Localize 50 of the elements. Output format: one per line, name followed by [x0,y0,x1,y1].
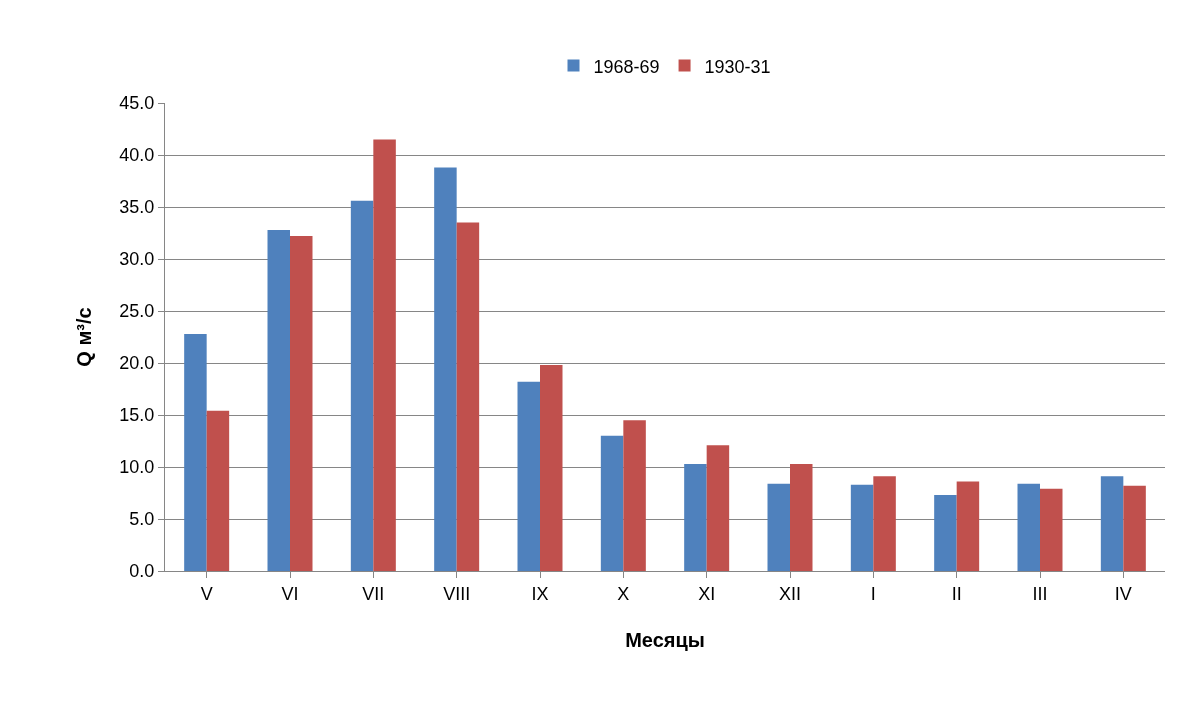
x-tick-label: VIII [443,583,471,604]
legend-label: 1968-69 [593,56,660,77]
x-tick-label: XI [698,583,716,604]
bar [873,476,896,571]
y-tick-label: 10.0 [119,457,155,478]
legend-label: 1930-31 [704,56,771,77]
x-tick-label: X [617,583,630,604]
bar [956,481,980,571]
x-axis-title: Месяцы [625,629,705,652]
bar [206,410,230,571]
bar [434,167,457,571]
bar [684,463,707,571]
x-tick-label: VII [362,583,385,604]
bar [517,381,540,571]
bar [706,445,730,571]
x-tick-label: IX [531,583,549,604]
y-tick-label: 15.0 [119,405,155,426]
y-tick-label: 30.0 [119,249,155,270]
bar [600,435,624,571]
y-tick-label: 20.0 [119,353,155,374]
bar [1100,476,1124,571]
bar [290,236,313,571]
bar [1017,483,1040,571]
x-tick-label: VI [281,583,299,604]
y-axis-title: Q м³/с [72,307,95,367]
bar [850,484,874,571]
x-tick-label: I [870,583,876,604]
y-tick-label: 0.0 [129,561,155,582]
bar [623,420,646,571]
bar [184,333,207,571]
bar [373,139,396,571]
bar [350,200,374,571]
y-tick-label: 45.0 [119,93,155,114]
x-tick-label: V [200,583,213,604]
x-tick-label: III [1032,583,1048,604]
bar [767,483,790,571]
y-tick-label: 40.0 [119,145,155,166]
bar [1123,485,1146,571]
bar [540,365,563,571]
y-tick-label: 35.0 [119,197,155,218]
bar [456,222,480,571]
bar [790,463,813,571]
bar [1040,488,1063,571]
bar [267,229,290,571]
y-tick-label: 25.0 [119,301,155,322]
x-tick-label: XII [778,583,802,604]
y-tick-label: 5.0 [129,509,155,530]
x-tick-label: II [951,583,962,604]
bar [934,495,957,571]
x-tick-label: IV [1114,583,1132,604]
